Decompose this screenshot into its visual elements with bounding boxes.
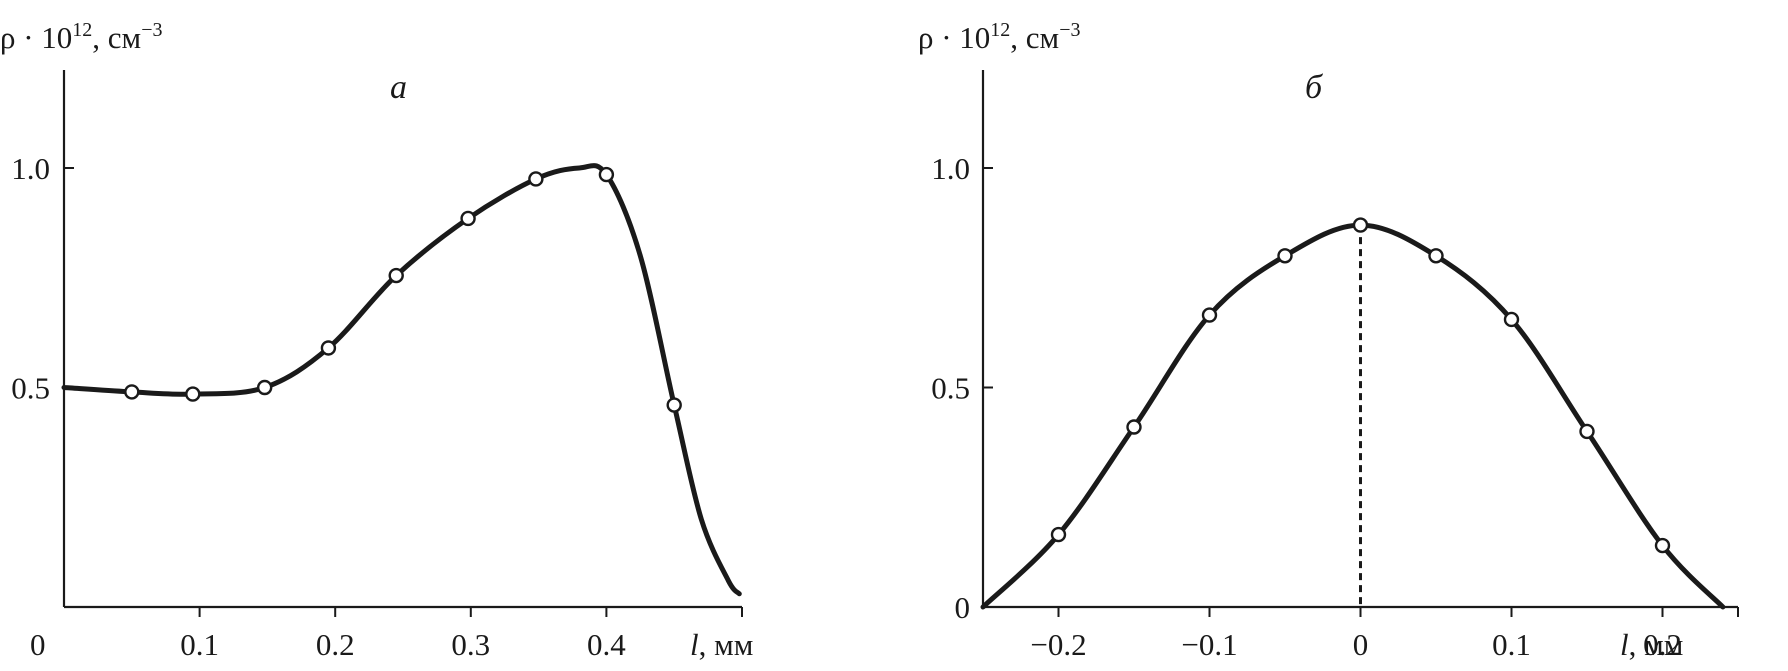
y-axis-label-b: ρ · 1012, см−3 bbox=[918, 19, 1080, 55]
y-tick-label: 0.5 bbox=[931, 371, 970, 406]
x-axis-label-b: l, мм bbox=[1620, 627, 1683, 662]
x-tick-label: 0.4 bbox=[587, 627, 626, 662]
data-point bbox=[1503, 311, 1520, 328]
data-point bbox=[124, 384, 140, 400]
data-point bbox=[388, 267, 404, 284]
x-axis-label-a: l, мм bbox=[690, 627, 753, 662]
data-point bbox=[1654, 537, 1671, 554]
y-tick-label: 1.0 bbox=[11, 151, 50, 186]
data-point bbox=[1428, 248, 1444, 264]
data-point bbox=[1277, 248, 1293, 264]
origin-label-a: 0 bbox=[30, 627, 46, 662]
x-tick-label: 0.3 bbox=[451, 627, 490, 662]
data-point bbox=[1050, 526, 1067, 543]
data-point bbox=[460, 210, 476, 227]
chart-panel-a: ρ · 1012, см−3 а 0 l, мм 0.1 0.2 0.3 0.4 0.5… bbox=[0, 19, 753, 662]
data-point bbox=[1126, 419, 1142, 435]
panel-label-a: а bbox=[390, 69, 407, 106]
data-point bbox=[1201, 307, 1218, 323]
data-point bbox=[320, 340, 337, 356]
data-point bbox=[256, 379, 273, 396]
x-tick-label: −0.1 bbox=[1181, 627, 1237, 662]
y-axis-label-a: ρ · 1012, см−3 bbox=[0, 19, 162, 55]
data-point bbox=[528, 171, 544, 187]
data-point bbox=[185, 386, 201, 402]
data-point bbox=[1352, 217, 1369, 233]
x-tick-label: 0.1 bbox=[180, 627, 219, 662]
series-line bbox=[61, 163, 742, 597]
x-tick-label: 0.2 bbox=[1643, 627, 1682, 662]
y-tick-label: 0.5 bbox=[11, 371, 50, 406]
x-tick-label: 0.1 bbox=[1492, 627, 1531, 662]
x-tick-label: 0 bbox=[1353, 627, 1369, 662]
data-point bbox=[598, 166, 615, 183]
y-tick-label: 1.0 bbox=[931, 151, 970, 186]
chart-panel-b: ρ · 1012, см−3 б l, мм −0.2 −0.1 0 0.1 0.2 0 0… bbox=[918, 19, 1739, 662]
x-tick-label: −0.2 bbox=[1030, 627, 1086, 662]
x-tick-label: 0.2 bbox=[316, 627, 355, 662]
data-point bbox=[1579, 423, 1595, 440]
data-point bbox=[666, 397, 682, 413]
panel-label-b: б bbox=[1305, 69, 1324, 106]
series-line bbox=[980, 222, 1726, 610]
y-tick-label: 0 bbox=[955, 590, 971, 625]
